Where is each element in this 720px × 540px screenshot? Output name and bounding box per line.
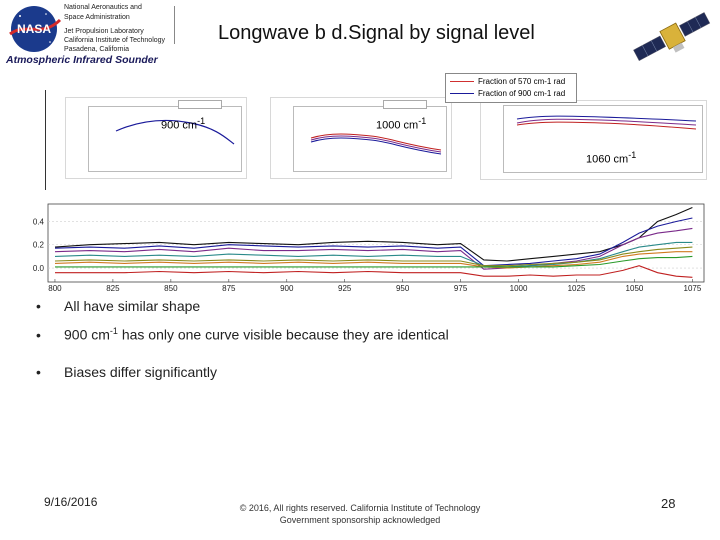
slide-title: Longwave b d.Signal by signal level — [218, 22, 535, 44]
x-tick-label: 1050 — [626, 284, 644, 293]
series-line-purple — [54, 227, 693, 270]
org-line-2: Space Administration — [64, 14, 130, 21]
y-tick-label: 0.4 — [33, 217, 45, 226]
x-tick-label: 1000 — [510, 284, 528, 293]
series-line-navy — [54, 217, 693, 267]
bullet-dot: • — [36, 326, 41, 343]
org-line-4: California Institute of Technology — [64, 37, 166, 44]
figure-panel-1060: 1060 cm-1 — [480, 100, 707, 180]
legend-swatch-900 — [450, 93, 474, 95]
panel-label-1000: 1000 cm-1 — [376, 116, 427, 132]
figure-legend: Fraction of 570 cm-1 rad Fraction of 900… — [445, 73, 577, 103]
x-tick-label: 850 — [164, 284, 178, 293]
copyright-line-2: Government sponsorship acknowledged — [279, 515, 441, 525]
series-line-olive — [54, 246, 693, 267]
page-number: 28 — [661, 496, 676, 511]
bullet-dot: • — [36, 298, 41, 314]
bias-line-chart: 0.0 0.2 0.4 800 825 850 875 900 925 950 975 1000 102… — [28, 200, 708, 300]
copyright-line-1: © 2016, All rights reserved. California … — [239, 503, 481, 513]
figure-panel-900: 900 cm-1 — [65, 97, 247, 179]
bullet-2: • 900 cm-1 has only one curve visible bec… — [36, 326, 449, 343]
bullet-2-sup: -1 — [109, 326, 118, 336]
panel-label-1060: 1060 cm-1 — [586, 150, 637, 166]
bullet-2-post: has only one curve visible because they … — [117, 326, 449, 343]
bullet-1-text: All have similar shape — [64, 298, 201, 314]
left-rule — [45, 90, 46, 190]
legend-swatch-570 — [450, 81, 474, 83]
nasa-logo: NASA — [6, 4, 62, 54]
x-tick-label: 825 — [106, 284, 120, 293]
chart-svg: 0.0 0.2 0.4 800 825 850 875 900 925 950 975 1000 102… — [33, 203, 705, 293]
series-line-teal — [54, 241, 693, 268]
legend-item-900: Fraction of 900 cm-1 rad — [450, 88, 565, 99]
org-line-3: Jet Propulsion Laboratory — [64, 28, 144, 35]
org-line-1: National Aeronautics and — [64, 4, 142, 11]
bullet-2-pre: 900 cm — [64, 326, 110, 343]
x-tick-label: 925 — [338, 284, 352, 293]
series-line-black-top — [54, 206, 693, 262]
chart-frame — [47, 203, 705, 283]
figure-panel-1000: 1000 cm-1 — [270, 97, 452, 179]
x-tick-label: 1025 — [568, 284, 586, 293]
bullet-3: • Biases differ significantly — [36, 364, 217, 380]
x-tick-label: 975 — [454, 284, 468, 293]
x-tick-label: 1075 — [684, 284, 702, 293]
satellite-icon — [630, 4, 716, 70]
series-line-orange — [54, 251, 693, 269]
org-line-5: Pasadena, California — [64, 46, 129, 53]
bullet-1: • All have similar shape — [36, 298, 200, 314]
panel-label-900: 900 cm-1 — [161, 116, 206, 132]
footer-copyright: © 2016, All rights reserved. California … — [200, 502, 520, 526]
x-tick-label: 900 — [280, 284, 294, 293]
series-line-green — [55, 255, 693, 268]
bullet-dot: • — [36, 364, 41, 380]
y-tick-label: 0.0 — [33, 264, 45, 273]
x-tick-label: 875 — [222, 284, 236, 293]
header-divider — [174, 6, 175, 44]
instrument-label: Atmospheric Infrared Sounder — [6, 54, 158, 66]
x-tick-label: 950 — [396, 284, 410, 293]
legend-item-570: Fraction of 570 cm-1 rad — [450, 76, 565, 87]
footer-date: 9/16/2016 — [44, 495, 98, 509]
bullet-3-text: Biases differ significantly — [64, 364, 218, 380]
series-line-red — [55, 265, 693, 278]
x-tick-label: 800 — [48, 284, 62, 293]
y-tick-label: 0.2 — [33, 241, 45, 250]
nasa-logo-text: NASA — [17, 22, 51, 36]
